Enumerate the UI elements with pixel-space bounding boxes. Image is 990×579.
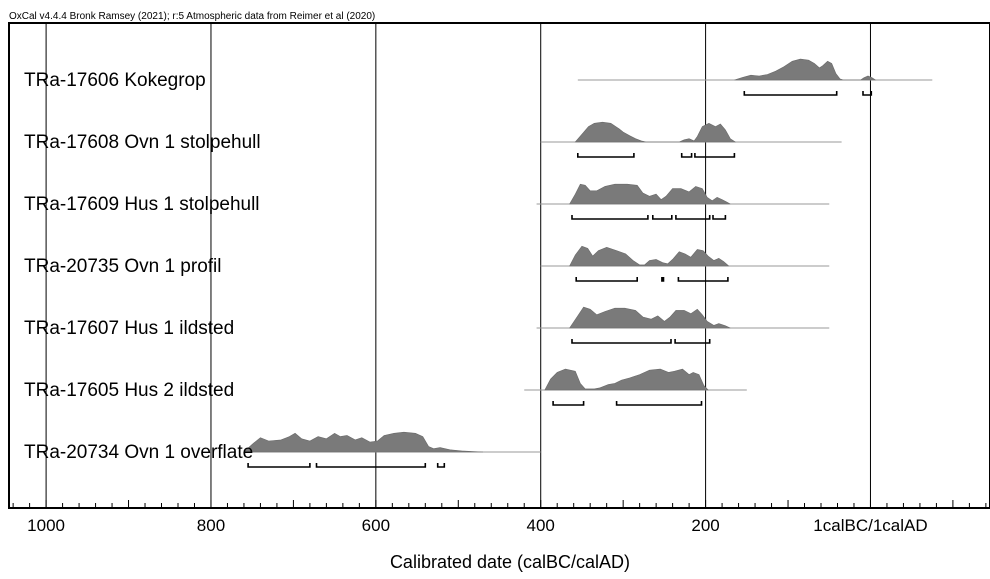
series-label: TRa-20735 Ovn 1 profil bbox=[24, 256, 222, 277]
series-row: TRa-20734 Ovn 1 overflate bbox=[24, 431, 541, 468]
hpd-range-bracket bbox=[862, 91, 873, 96]
hpd-range-bracket bbox=[694, 153, 736, 158]
probability-distribution bbox=[544, 368, 709, 391]
hpd-range-bracket bbox=[577, 153, 635, 158]
probability-distribution bbox=[574, 121, 737, 143]
hpd-range-bracket bbox=[247, 463, 311, 468]
hpd-range-bracket bbox=[743, 91, 838, 96]
series-row: TRa-17609 Hus 1 stolpehull bbox=[24, 183, 830, 220]
probability-distribution bbox=[569, 183, 731, 205]
probability-distribution bbox=[243, 431, 484, 453]
probability-distribution bbox=[569, 306, 731, 329]
hpd-range-bracket bbox=[315, 463, 427, 468]
series-row: TRa-17608 Ovn 1 stolpehull bbox=[24, 121, 842, 158]
hpd-range-bracket bbox=[552, 401, 585, 406]
x-axis-label: Calibrated date (calBC/calAD) bbox=[390, 552, 630, 572]
series-label: TRa-17605 Hus 2 ildsted bbox=[24, 380, 234, 401]
series-label: TRa-17606 Kokegrop bbox=[24, 70, 206, 91]
chart-header: OxCal v4.4.4 Bronk Ramsey (2021); r:5 At… bbox=[9, 11, 375, 22]
hpd-range-bracket bbox=[615, 401, 703, 406]
series-label: TRa-17607 Hus 1 ildsted bbox=[24, 318, 234, 339]
x-axis-ticks bbox=[12, 500, 987, 508]
series-label: TRa-17608 Ovn 1 stolpehull bbox=[24, 132, 261, 153]
hpd-range-bracket bbox=[436, 463, 446, 468]
x-tick-label: 800 bbox=[197, 516, 225, 535]
series-row: TRa-17607 Hus 1 ildsted bbox=[24, 306, 830, 344]
x-tick-label: 600 bbox=[362, 516, 390, 535]
hpd-range-bracket bbox=[661, 277, 665, 282]
hpd-range-bracket bbox=[571, 339, 672, 344]
hpd-range-bracket bbox=[674, 339, 711, 344]
series-row: TRa-20735 Ovn 1 profil bbox=[24, 245, 830, 282]
hpd-range-bracket bbox=[712, 215, 727, 220]
hpd-range-bracket bbox=[677, 277, 729, 282]
x-axis-tick-labels: 1000 800 600 400 200 1calBC/1calAD bbox=[27, 516, 927, 535]
series-label: TRa-20734 Ovn 1 overflate bbox=[24, 442, 253, 463]
hpd-range-bracket bbox=[675, 215, 711, 220]
x-tick-label: 1calBC/1calAD bbox=[813, 516, 927, 535]
series-label: TRa-17609 Hus 1 stolpehull bbox=[24, 194, 260, 215]
hpd-range-bracket bbox=[571, 215, 649, 220]
hpd-range-bracket bbox=[575, 277, 638, 282]
series-row: TRa-17605 Hus 2 ildsted bbox=[24, 368, 747, 406]
probability-distribution bbox=[734, 58, 877, 81]
series-row: TRa-17606 Kokegrop bbox=[24, 58, 933, 96]
x-tick-label: 1000 bbox=[27, 516, 65, 535]
probability-distribution bbox=[569, 245, 730, 267]
x-tick-label: 200 bbox=[691, 516, 719, 535]
hpd-range-bracket bbox=[680, 153, 693, 158]
hpd-range-bracket bbox=[652, 215, 673, 220]
x-tick-label: 400 bbox=[527, 516, 555, 535]
series-layer: TRa-17606 Kokegrop TRa-17608 Ovn 1 stolpe… bbox=[24, 58, 933, 468]
